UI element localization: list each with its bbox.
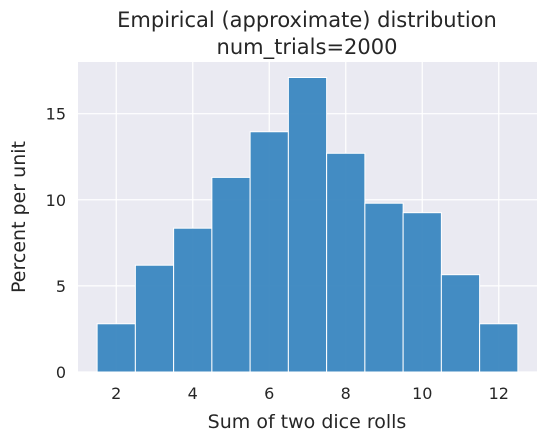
y-tick-label: 5 — [56, 277, 66, 296]
histogram-bar — [326, 152, 366, 373]
y-tick-label: 10 — [46, 191, 66, 210]
y-axis-label: Percent per unit — [8, 141, 30, 293]
histogram-bar — [440, 274, 481, 373]
chart-title-line-2: num_trials=2000 — [217, 35, 398, 60]
histogram-bar — [211, 176, 251, 373]
histogram-bar — [249, 131, 289, 373]
histogram-bar — [134, 264, 175, 373]
histogram-bar — [364, 202, 404, 373]
histogram-bars — [96, 77, 519, 373]
x-tick-labels: 2 4 6 8 10 12 — [111, 384, 509, 403]
y-tick-label: 15 — [46, 105, 66, 124]
y-tick-labels: 0 5 10 15 — [46, 105, 66, 382]
histogram-bar — [479, 323, 519, 373]
x-tick-label: 2 — [111, 384, 121, 403]
x-tick-label: 4 — [188, 384, 198, 403]
histogram-bar — [96, 323, 136, 373]
x-tick-label: 10 — [412, 384, 432, 403]
histogram-bar — [402, 212, 442, 373]
x-tick-label: 6 — [264, 384, 274, 403]
histogram-bar — [287, 77, 328, 373]
x-tick-label: 12 — [489, 384, 509, 403]
x-axis-label: Sum of two dice rolls — [208, 411, 407, 433]
y-tick-label: 0 — [56, 363, 66, 382]
x-tick-label: 8 — [341, 384, 351, 403]
chart-title-line-1: Empirical (approximate) distribution — [117, 8, 497, 32]
histogram-bar — [173, 227, 213, 373]
